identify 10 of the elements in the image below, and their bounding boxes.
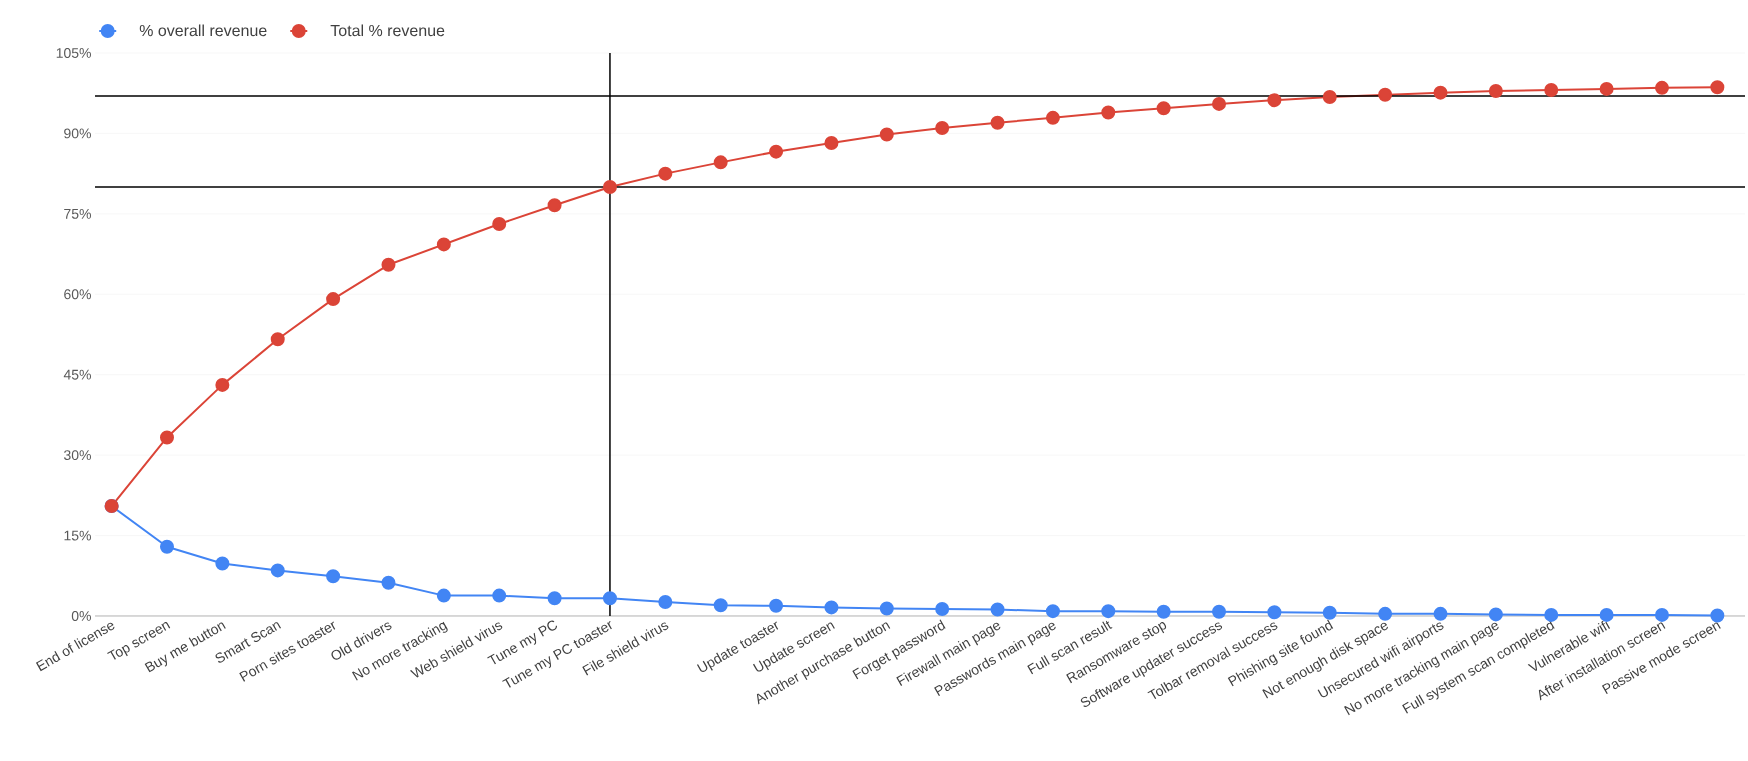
legend-label: Total % revenue — [330, 24, 445, 37]
y-tick-label: 15% — [64, 530, 91, 541]
y-tick-label: 45% — [63, 369, 91, 380]
legend-label: % overall revenue — [139, 24, 267, 37]
y-tick-label: 0% — [71, 611, 91, 621]
y-tick-label: 90% — [64, 128, 91, 139]
y-tick-label: 60% — [64, 289, 91, 300]
y-tick-label: 30% — [64, 450, 91, 461]
y-tick-label: 75% — [64, 208, 91, 219]
y-tick-label: 105% — [56, 48, 91, 58]
